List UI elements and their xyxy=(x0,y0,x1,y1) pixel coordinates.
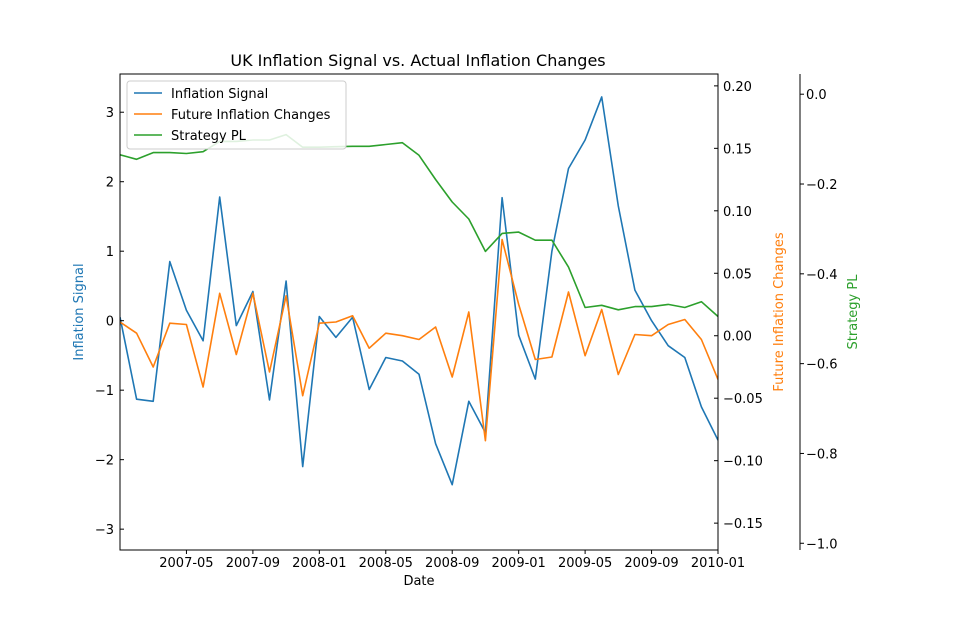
y-right-strategy-tick-label: −0.4 xyxy=(806,268,838,283)
y-right-future-tick-label: 0.10 xyxy=(723,205,752,220)
y-left-tick-label: −1 xyxy=(95,384,114,399)
y-right-future-tick-label: −0.15 xyxy=(723,517,763,532)
y-right-strategy-tick-label: −1.0 xyxy=(806,537,838,552)
x-tick-label: 2007-09 xyxy=(226,556,280,571)
legend-label: Inflation Signal xyxy=(171,87,268,102)
y-left-tick-label: 2 xyxy=(106,176,114,191)
legend-label: Strategy PL xyxy=(171,129,247,144)
y-right-strategy-tick-label: 0.0 xyxy=(806,88,827,103)
y-axis-right-future-label: Future Inflation Changes xyxy=(772,232,787,392)
chart-title: UK Inflation Signal vs. Actual Inflation… xyxy=(230,51,605,70)
y-right-future-tick-label: 0.15 xyxy=(723,142,752,157)
y-right-strategy-tick-label: −0.2 xyxy=(806,178,838,193)
inflation-signal-line xyxy=(120,96,718,486)
y-left-tick-label: 3 xyxy=(106,106,114,121)
x-tick-label: 2009-09 xyxy=(624,556,678,571)
x-tick-label: 2009-01 xyxy=(492,556,546,571)
y-axis-right-future: −0.15 −0.10 −0.05 0.00 0.05 0.10 0.15 0.20 xyxy=(714,80,763,532)
y-right-future-tick-label: 0.20 xyxy=(723,80,752,95)
y-right-strategy-tick-label: −0.6 xyxy=(806,358,838,373)
x-tick-label: 2008-05 xyxy=(359,556,413,571)
x-axis-label: Date xyxy=(403,574,434,589)
legend-label: Future Inflation Changes xyxy=(171,108,331,123)
plot-frame xyxy=(119,73,719,551)
future-inflation-changes-line xyxy=(120,238,718,442)
y-axis-left: −3 −2 −1 0 1 2 3 xyxy=(95,106,124,538)
x-tick-label: 2008-01 xyxy=(292,556,346,571)
y-right-future-tick-label: −0.05 xyxy=(723,392,763,407)
y-left-tick-label: −3 xyxy=(95,523,114,538)
y-left-tick-label: 0 xyxy=(106,315,114,330)
y-right-future-tick-label: 0.05 xyxy=(723,267,752,282)
x-tick-label: 2010-01 xyxy=(691,556,745,571)
x-tick-label: 2009-05 xyxy=(558,556,612,571)
x-tick-label: 2008-09 xyxy=(425,556,479,571)
y-right-future-tick-label: 0.00 xyxy=(723,330,752,345)
y-right-future-tick-label: −0.10 xyxy=(723,455,763,470)
legend-box xyxy=(126,80,347,150)
legend: Inflation Signal Future Inflation Changes… xyxy=(126,80,347,150)
y-left-tick-label: 1 xyxy=(106,245,114,260)
y-axis-left-label: Inflation Signal xyxy=(72,263,87,360)
y-axis-right-strategy-label: Strategy PL xyxy=(846,274,861,350)
y-axis-right-strategy: −1.0 −0.8 −0.6 −0.4 −0.2 0.0 xyxy=(799,74,838,552)
x-axis: 2007-05 2007-09 2008-01 2008-05 2008-09 2009-… xyxy=(159,550,745,571)
x-tick-label: 2007-05 xyxy=(159,556,213,571)
y-right-strategy-tick-label: −0.8 xyxy=(806,447,838,462)
y-left-tick-label: −2 xyxy=(95,454,114,469)
